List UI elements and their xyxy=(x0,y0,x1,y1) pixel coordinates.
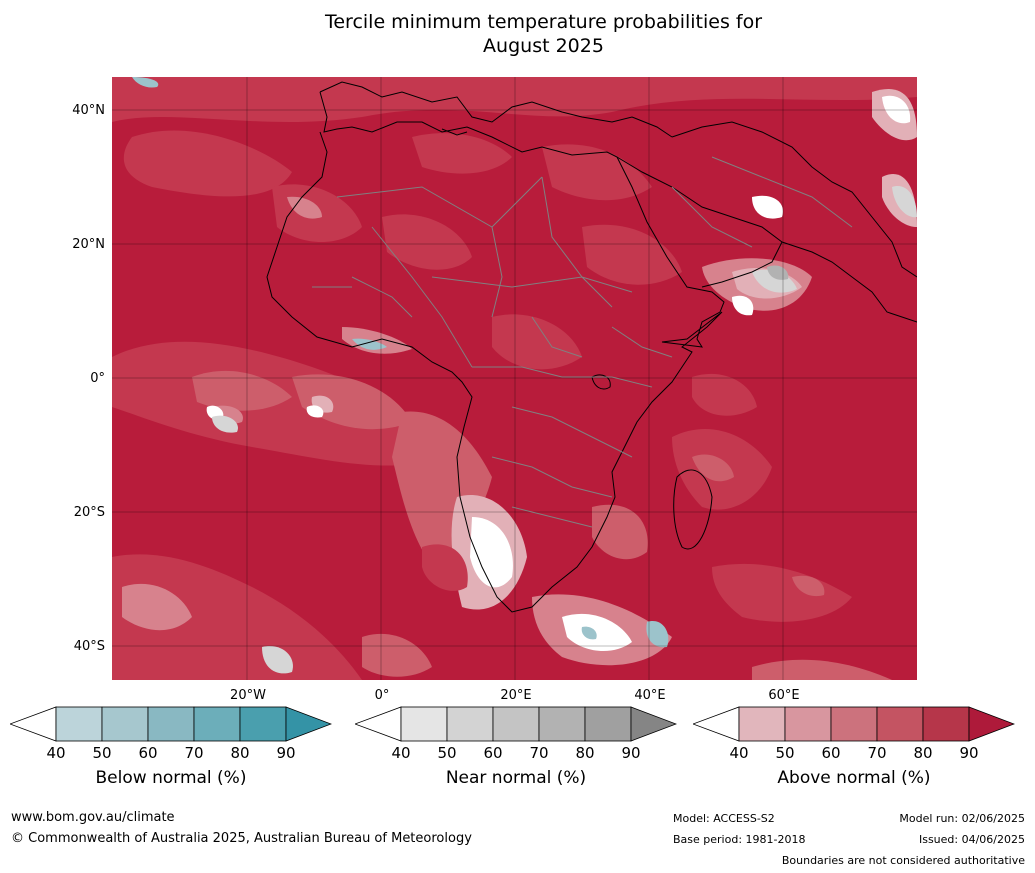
map-title: Tercile minimum temperature probabilitie… xyxy=(0,10,1035,58)
lat-label-20s: 20°S xyxy=(73,505,105,520)
above-tick-70: 70 xyxy=(867,744,887,762)
title-line-1: Tercile minimum temperature probabilitie… xyxy=(324,11,763,33)
model-run-text: Model run: 02/06/2025 xyxy=(899,812,1025,825)
near-tick-80: 80 xyxy=(575,744,595,762)
model-text: Model: ACCESS-S2 xyxy=(673,812,775,825)
below-normal-label: Below normal (%) xyxy=(95,768,247,788)
base-period-text: Base period: 1981-2018 xyxy=(673,833,806,846)
above-tick-90: 90 xyxy=(959,744,979,762)
near-normal-colorbar xyxy=(355,706,677,742)
above-tick-50: 50 xyxy=(775,744,795,762)
near-tick-90: 90 xyxy=(621,744,641,762)
below-tick-80: 80 xyxy=(230,744,250,762)
near-tick-40: 40 xyxy=(391,744,411,762)
below-tick-60: 60 xyxy=(138,744,158,762)
near-tick-50: 50 xyxy=(437,744,457,762)
country-borders xyxy=(312,156,853,528)
above-tick-40: 40 xyxy=(729,744,749,762)
above-tick-60: 60 xyxy=(821,744,841,762)
above-normal-colorbar xyxy=(693,706,1015,742)
map-canvas xyxy=(112,77,917,680)
below-normal-colorbar xyxy=(10,706,332,742)
lat-label-40s: 40°S xyxy=(73,639,105,654)
below-tick-40: 40 xyxy=(46,744,66,762)
probability-map xyxy=(112,77,917,680)
website-link[interactable]: www.bom.gov.au/climate xyxy=(11,810,175,825)
near-normal-label: Near normal (%) xyxy=(445,768,587,788)
below-tick-50: 50 xyxy=(92,744,112,762)
title-line-2: August 2025 xyxy=(483,35,604,57)
below-tick-90: 90 xyxy=(276,744,296,762)
lon-label-60e: 60°E xyxy=(768,688,800,703)
near-tick-70: 70 xyxy=(529,744,549,762)
disclaimer-text: Boundaries are not considered authoritat… xyxy=(781,854,1025,867)
above-tick-80: 80 xyxy=(913,744,933,762)
below-tick-70: 70 xyxy=(184,744,204,762)
issued-text: Issued: 04/06/2025 xyxy=(918,833,1025,846)
near-tick-60: 60 xyxy=(483,744,503,762)
lon-label-40e: 40°E xyxy=(634,688,666,703)
lon-label-20w: 20°W xyxy=(230,688,266,703)
lat-label-20n: 20°N xyxy=(72,237,105,252)
probability-patches xyxy=(112,77,917,680)
lat-label-40n: 40°N xyxy=(72,103,105,118)
lon-label-20e: 20°E xyxy=(500,688,532,703)
lon-label-0: 0° xyxy=(374,688,390,703)
graticule xyxy=(112,77,917,680)
coastlines xyxy=(266,81,917,613)
lat-label-equator: 0° xyxy=(90,371,105,386)
above-normal-label: Above normal (%) xyxy=(777,768,931,788)
copyright-text: © Commonwealth of Australia 2025, Austra… xyxy=(11,831,472,846)
